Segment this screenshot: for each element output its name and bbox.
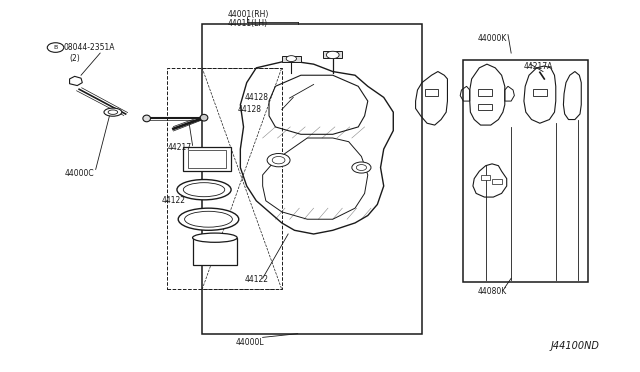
Circle shape [286,56,296,62]
Text: 44000L: 44000L [236,339,264,347]
Bar [478,89,492,96]
Ellipse shape [193,233,237,242]
Text: 44000C: 44000C [64,169,94,177]
Bar [534,89,547,96]
Text: 44128: 44128 [244,93,268,102]
Circle shape [356,164,367,170]
Bar [183,147,231,171]
Bar [481,175,490,180]
Bar [188,150,226,168]
Bar [463,61,588,282]
Text: 44128: 44128 [238,105,262,114]
Text: 08044-2351A: 08044-2351A [63,43,115,52]
Text: 44217: 44217 [168,143,192,152]
Text: 44080K: 44080K [477,287,507,296]
Bar [202,23,422,334]
Text: 44122: 44122 [161,196,186,205]
Text: 44217A: 44217A [524,61,554,71]
Circle shape [267,154,290,167]
Bar [492,179,502,184]
Bar [167,68,282,289]
Bar [193,238,237,265]
Ellipse shape [200,114,208,121]
Text: (2): (2) [70,54,81,63]
Ellipse shape [104,108,122,116]
Text: B: B [53,45,58,50]
Text: 44122: 44122 [244,275,268,283]
Bar [478,104,492,110]
Ellipse shape [177,180,231,200]
Ellipse shape [184,211,232,227]
Circle shape [326,51,339,59]
Text: 44001(RH): 44001(RH) [228,10,269,19]
Ellipse shape [143,115,150,122]
Bar [282,56,301,62]
Text: 44011(LH): 44011(LH) [228,19,268,28]
Text: J44100ND: J44100ND [550,340,599,350]
Ellipse shape [108,110,118,114]
Circle shape [352,162,371,173]
Bar [323,51,342,58]
Text: 44000K: 44000K [477,34,507,43]
Ellipse shape [183,183,225,197]
Bar [425,89,438,96]
Circle shape [272,157,285,164]
Ellipse shape [178,208,239,230]
